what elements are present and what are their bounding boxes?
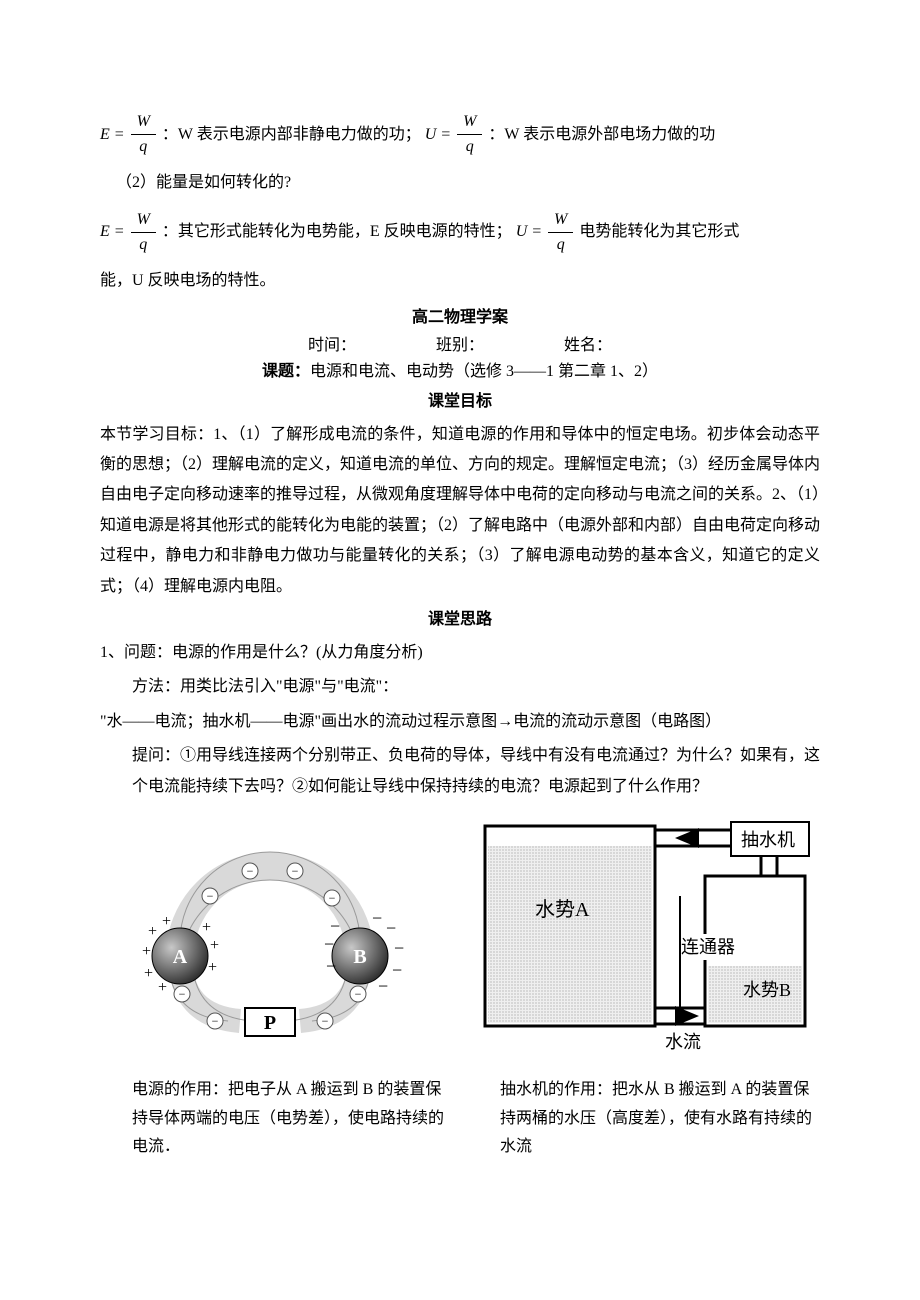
svg-text:−: − bbox=[372, 908, 382, 928]
var-E: E bbox=[100, 123, 110, 147]
svg-text:+: + bbox=[158, 979, 167, 996]
formula-row-1: E = W q ：W 表示电源内部非静电力做的功； U = W q ：W 表示电… bbox=[100, 110, 820, 159]
svg-text:+: + bbox=[142, 943, 151, 960]
svg-text:−: − bbox=[386, 918, 396, 938]
svg-text:−: − bbox=[212, 1014, 219, 1028]
svg-text:+: + bbox=[162, 913, 171, 930]
section-goals: 课堂目标 bbox=[100, 390, 820, 414]
numerator: W bbox=[131, 110, 156, 135]
svg-text:−: − bbox=[392, 960, 402, 980]
topic-row: 课题：电源和电流、电动势（选修 3——1 第二章 1、2） bbox=[100, 360, 820, 384]
p2-text: 方法：用类比法引入"电源"与"电流"： bbox=[100, 672, 820, 702]
svg-text:+: + bbox=[144, 965, 153, 982]
numerator-3: W bbox=[131, 208, 156, 233]
fraction-W-q-3: W q bbox=[131, 208, 156, 257]
question-2: （2）能量是如何转化的? bbox=[100, 169, 820, 198]
denominator-2: q bbox=[460, 135, 480, 159]
svg-text:−: − bbox=[324, 934, 334, 954]
svg-text:−: − bbox=[326, 956, 336, 976]
svg-text:−: − bbox=[329, 891, 336, 905]
diagram-row: − − − − − − − − A B bbox=[100, 816, 820, 1064]
svg-text:−: − bbox=[292, 864, 299, 878]
fraction-W-q-2: W q bbox=[457, 110, 482, 159]
section-thinking: 课堂思路 bbox=[100, 608, 820, 632]
svg-text:+: + bbox=[148, 923, 157, 940]
desc-text-4: 电势能转化为其它形式 bbox=[579, 220, 739, 244]
var-U-2: U bbox=[516, 220, 528, 244]
svg-text:+: + bbox=[202, 919, 211, 936]
svg-text:−: − bbox=[394, 938, 404, 958]
svg-text:−: − bbox=[322, 1014, 329, 1028]
var-U: U bbox=[425, 123, 437, 147]
svg-text:−: − bbox=[378, 976, 388, 996]
doc-title: 高二物理学案 bbox=[100, 306, 820, 330]
var-E-2: E bbox=[100, 220, 110, 244]
water-B-label: 水势B bbox=[743, 980, 791, 1000]
eq-sign-3: = bbox=[114, 220, 125, 244]
meta-time: 时间： bbox=[308, 334, 356, 358]
numerator-2: W bbox=[457, 110, 482, 135]
flow-label: 水流 bbox=[665, 1032, 701, 1052]
water-A-label: 水势A bbox=[535, 898, 590, 921]
topic-text: 电源和电流、电动势（选修 3——1 第二章 1、2） bbox=[310, 363, 658, 380]
caption-row: 电源的作用：把电子从 A 搬运到 B 的装置保持导体两端的电压（电势差），使电路… bbox=[100, 1076, 820, 1162]
p4-text: 提问：①用导线连接两个分别带正、负电荷的导体，导线中有没有电流通过？为什么？如果… bbox=[100, 741, 820, 802]
caption-right: 抽水机的作用：把水从 B 搬运到 A 的装置保持两桶的水压（高度差），使有水路有… bbox=[492, 1076, 820, 1162]
topic-label: 课题： bbox=[262, 363, 310, 380]
meta-name: 姓名： bbox=[564, 334, 612, 358]
eq-sign-4: = bbox=[531, 220, 542, 244]
electron-icon: − bbox=[207, 889, 214, 903]
circuit-svg: − − − − − − − − A B bbox=[100, 816, 440, 1056]
denominator-4: q bbox=[551, 233, 571, 257]
circuit-diagram: − − − − − − − − A B bbox=[100, 816, 445, 1064]
caption-left: 电源的作用：把电子从 A 搬运到 B 的装置保持导体两端的电压（电势差），使电路… bbox=[100, 1076, 452, 1162]
pump-diagram: 水势A 水势B 抽水机 连通器 水流 bbox=[475, 816, 820, 1064]
connector-label: 连通器 bbox=[681, 937, 735, 957]
p1-text: 1、问题：电源的作用是什么？(从力角度分析) bbox=[100, 638, 820, 668]
pump-label: 抽水机 bbox=[741, 830, 795, 850]
eq-sign: = bbox=[114, 123, 125, 147]
tail-text: 能，U 反映电场的特性。 bbox=[100, 267, 820, 296]
svg-text:−: − bbox=[355, 987, 362, 1001]
svg-text:+: + bbox=[208, 959, 217, 976]
P-label: P bbox=[264, 1012, 276, 1034]
eq-sign-2: = bbox=[440, 123, 451, 147]
desc-text-1: ：W 表示电源内部非静电力做的功； bbox=[162, 123, 421, 147]
svg-text:−: − bbox=[330, 916, 340, 936]
sphere-B-label: B bbox=[353, 946, 366, 968]
svg-text:−: − bbox=[247, 864, 254, 878]
desc-text-3: ：其它形式能转化为电势能，E 反映电源的特性； bbox=[162, 220, 512, 244]
svg-text:+: + bbox=[210, 937, 219, 954]
meta-class: 班别： bbox=[436, 334, 484, 358]
p3-text: "水——电流；抽水机——电源"画出水的流动过程示意图→电流的流动示意图（电路图） bbox=[100, 707, 820, 737]
fraction-W-q: W q bbox=[131, 110, 156, 159]
numerator-4: W bbox=[548, 208, 573, 233]
formula-row-2: E = W q ：其它形式能转化为电势能，E 反映电源的特性； U = W q … bbox=[100, 208, 820, 257]
meta-row: 时间： 班别： 姓名： bbox=[100, 334, 820, 358]
fraction-W-q-4: W q bbox=[548, 208, 573, 257]
goals-text: 本节学习目标：1、（1）了解形成电流的条件，知道电源的作用和导体中的恒定电场。初… bbox=[100, 420, 820, 602]
desc-text-2: ：W 表示电源外部电场力做的功 bbox=[488, 123, 715, 147]
svg-text:−: − bbox=[179, 987, 186, 1001]
sphere-A-label: A bbox=[173, 946, 188, 968]
denominator-3: q bbox=[133, 233, 153, 257]
pump-svg: 水势A 水势B 抽水机 连通器 水流 bbox=[475, 816, 815, 1056]
denominator: q bbox=[133, 135, 153, 159]
